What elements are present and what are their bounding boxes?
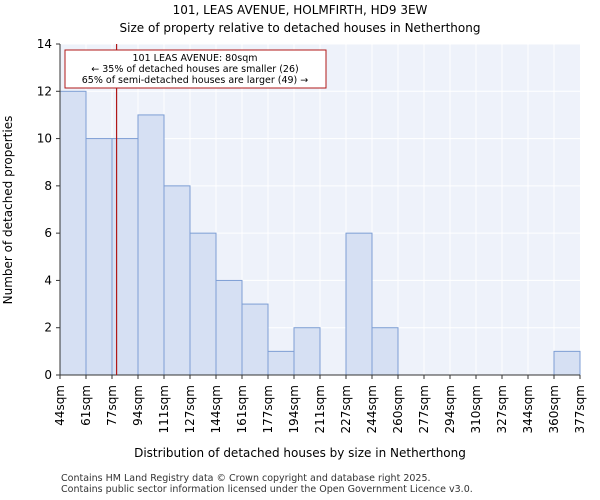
x-tick-label: 244sqm — [365, 385, 379, 433]
y-tick-label: 4 — [44, 273, 52, 287]
x-tick-label: 227sqm — [339, 385, 353, 433]
y-axis-ticks: 0 2 4 6 8 10 12 14 — [37, 37, 60, 382]
x-tick-label: 61sqm — [79, 385, 93, 426]
y-tick-label: 10 — [37, 132, 52, 146]
annotation-line-1: 101 LEAS AVENUE: 80sqm — [133, 53, 258, 64]
x-tick-label: 277sqm — [417, 385, 431, 433]
y-axis-label: Number of detached properties — [1, 116, 15, 305]
x-axis-ticks: 44sqm 61sqm 77sqm 94sqm 111sqm 127sqm 144sqm 16… — [53, 375, 587, 433]
annotation-line-2: ← 35% of detached houses are smaller (26… — [91, 64, 298, 75]
footer-licence: Contains public sector information licen… — [61, 484, 473, 495]
bar — [371, 327, 399, 376]
x-tick-label: 44sqm — [53, 385, 67, 426]
x-axis-label: Distribution of detached houses by size … — [134, 446, 466, 460]
bar — [553, 350, 581, 376]
bar — [189, 232, 217, 376]
x-tick-label: 211sqm — [313, 385, 327, 433]
bar — [111, 138, 139, 376]
y-tick-label: 2 — [44, 321, 52, 335]
x-tick-label: 161sqm — [235, 385, 249, 433]
annotation-box — [64, 49, 327, 89]
bar — [345, 232, 373, 376]
x-tick-label: 377sqm — [573, 385, 587, 433]
bar — [59, 90, 87, 376]
bar — [267, 350, 295, 376]
x-tick-label: 94sqm — [131, 385, 145, 426]
x-tick-label: 360sqm — [547, 385, 561, 433]
y-tick-label: 14 — [37, 37, 52, 51]
chart-subtitle: Size of property relative to detached ho… — [120, 21, 481, 35]
y-tick-label: 0 — [44, 368, 52, 382]
bar — [215, 279, 243, 376]
x-tick-label: 127sqm — [183, 385, 197, 433]
chart-title: 101, LEAS AVENUE, HOLMFIRTH, HD9 3EW — [173, 3, 428, 17]
x-tick-label: 111sqm — [157, 385, 171, 433]
x-tick-label: 327sqm — [495, 385, 509, 433]
x-tick-label: 294sqm — [443, 385, 457, 433]
x-tick-label: 144sqm — [209, 385, 223, 433]
bar — [241, 303, 269, 376]
bar — [137, 114, 165, 376]
y-tick-label: 12 — [37, 84, 52, 98]
x-tick-label: 194sqm — [287, 385, 301, 433]
bar — [163, 185, 191, 376]
annotation-line-3: 65% of semi-detached houses are larger (… — [82, 75, 309, 86]
x-tick-label: 77sqm — [105, 385, 119, 426]
x-tick-label: 310sqm — [469, 385, 483, 433]
x-tick-label: 260sqm — [391, 385, 405, 433]
bar — [85, 138, 113, 376]
x-tick-label: 344sqm — [521, 385, 535, 433]
y-tick-label: 6 — [44, 226, 52, 240]
footer-copyright: Contains HM Land Registry data © Crown c… — [61, 473, 431, 484]
bar — [293, 327, 321, 376]
y-tick-label: 8 — [44, 179, 52, 193]
x-tick-label: 177sqm — [261, 385, 275, 433]
